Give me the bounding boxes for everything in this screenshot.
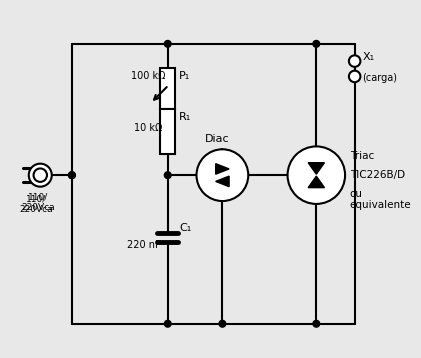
Circle shape (313, 40, 320, 47)
Circle shape (34, 169, 47, 182)
Text: Triac: Triac (350, 151, 374, 161)
Circle shape (349, 71, 360, 82)
Text: TIC226B/D: TIC226B/D (350, 170, 405, 180)
Circle shape (29, 164, 52, 187)
Bar (160, 109, 176, 154)
Text: (carga): (carga) (362, 73, 397, 83)
Text: P₁: P₁ (179, 71, 190, 81)
Text: Diac: Diac (205, 134, 230, 144)
Text: equivalente: equivalente (350, 200, 411, 210)
Circle shape (69, 172, 75, 179)
Circle shape (197, 149, 248, 201)
Circle shape (164, 40, 171, 47)
Circle shape (288, 146, 345, 204)
Text: 110/
220Vca: 110/ 220Vca (21, 192, 55, 212)
Polygon shape (308, 163, 325, 174)
Text: 100 kΩ: 100 kΩ (131, 71, 166, 81)
Circle shape (164, 320, 171, 327)
Text: 110/
220Vca: 110/ 220Vca (20, 194, 53, 214)
Bar (160, 68, 176, 109)
Circle shape (69, 172, 75, 179)
Text: C₁: C₁ (179, 223, 192, 233)
Text: 10 kΩ: 10 kΩ (134, 124, 163, 134)
Circle shape (313, 320, 320, 327)
Text: R₁: R₁ (179, 112, 192, 122)
Text: 220 nF: 220 nF (128, 240, 161, 250)
Polygon shape (216, 164, 229, 174)
Text: X₁: X₁ (362, 52, 374, 62)
Text: ou: ou (350, 189, 363, 199)
Circle shape (164, 172, 171, 179)
Polygon shape (216, 176, 229, 187)
Circle shape (219, 320, 226, 327)
Circle shape (349, 55, 360, 67)
Polygon shape (308, 176, 325, 188)
